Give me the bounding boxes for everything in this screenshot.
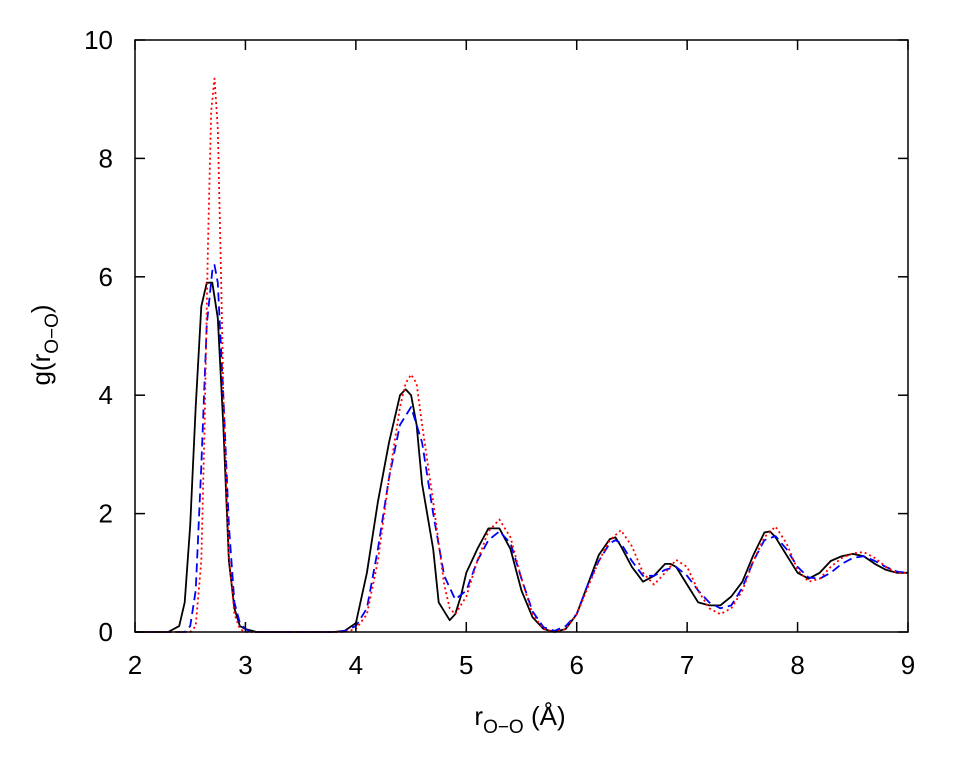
y-tick-label-5: 10 xyxy=(84,25,113,55)
x-tick-label-2: 4 xyxy=(349,650,363,680)
x-axis-title: rO−O (Å) xyxy=(474,701,565,738)
y-tick-label-3: 6 xyxy=(99,262,113,292)
series-layer xyxy=(135,77,909,633)
x-tick-label-3: 5 xyxy=(459,650,473,680)
series-line-dotted xyxy=(135,77,908,633)
x-tick-label-6: 8 xyxy=(790,650,804,680)
series-line-dashed xyxy=(135,264,909,633)
x-tick-label-1: 3 xyxy=(238,650,252,680)
y-tick-label-0: 0 xyxy=(99,617,113,647)
y-axis-title-close: ) xyxy=(26,304,56,313)
x-tick-label-4: 6 xyxy=(569,650,583,680)
y-tick-label-2: 4 xyxy=(99,380,113,410)
x-tick-label-0: 2 xyxy=(128,650,142,680)
y-tick-label-1: 2 xyxy=(99,499,113,529)
x-axis-title-subscript: O−O xyxy=(483,717,524,738)
plot-frame xyxy=(134,39,909,633)
x-tick-label-7: 9 xyxy=(901,650,915,680)
ticks-layer xyxy=(134,39,909,633)
y-axis-title-base: g(r xyxy=(26,353,56,385)
y-axis-title-subscript: O−O xyxy=(42,313,63,354)
x-axis-title-base: r xyxy=(474,701,483,731)
x-tick-label-5: 7 xyxy=(680,650,694,680)
y-axis-title: g(rO−O) xyxy=(26,304,63,385)
y-tick-label-4: 8 xyxy=(99,143,113,173)
series-line-solid xyxy=(135,281,908,633)
x-axis-title-unit: (Å) xyxy=(524,701,566,731)
